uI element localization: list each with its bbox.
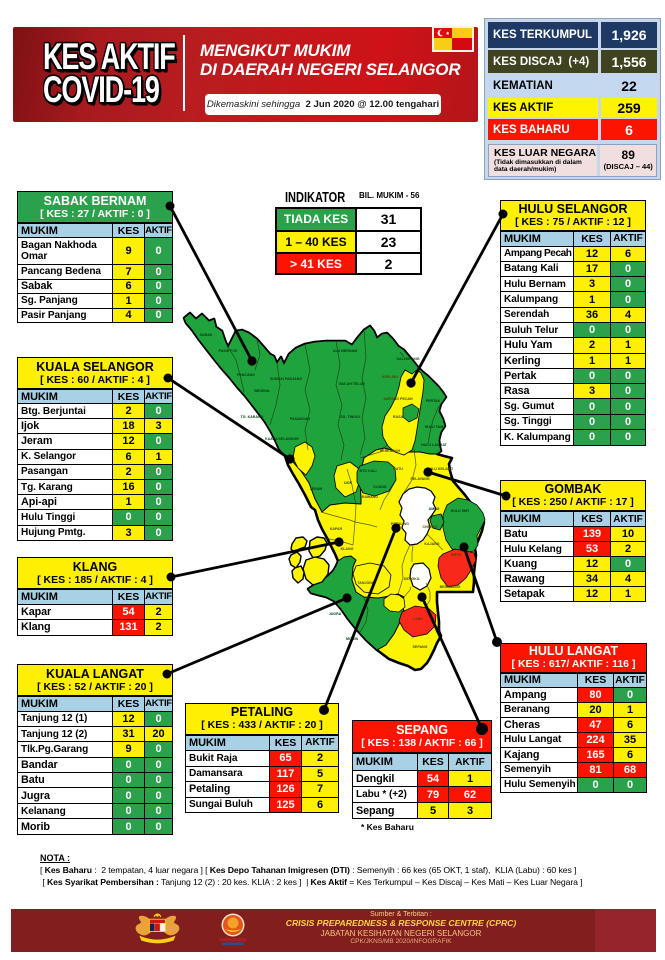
svg-text:PASANGAN: PASANGAN	[290, 417, 311, 421]
svg-text:SEPANG: SEPANG	[413, 645, 428, 649]
svg-text:BEDENA: BEDENA	[254, 389, 270, 393]
svg-text:RASA: RASA	[393, 415, 404, 419]
svg-text:ULU BERNAM: ULU BERNAM	[333, 349, 357, 353]
svg-text:BULUH TELUR: BULUH TELUR	[339, 382, 365, 386]
svg-text:SG. TINGGI: SG. TINGGI	[340, 415, 360, 419]
svg-text:LABU: LABU	[413, 617, 423, 621]
svg-text:HULU LANGAT: HULU LANGAT	[421, 443, 447, 447]
svg-text:BTG KALI: BTG KALI	[360, 469, 377, 473]
svg-text:HULU YAM: HULU YAM	[425, 425, 444, 429]
svg-text:JUGRA: JUGRA	[329, 612, 342, 616]
svg-text:PETALING: PETALING	[391, 522, 409, 526]
svg-text:BATU: BATU	[393, 467, 403, 471]
svg-text:KUANG: KUANG	[373, 485, 386, 489]
svg-text:SMYH: SMYH	[451, 553, 462, 557]
svg-text:SUNGAI PANJANG: SUNGAI PANJANG	[270, 377, 302, 381]
svg-text:TG. KARANG: TG. KARANG	[241, 415, 264, 419]
svg-text:BERANANG: BERANANG	[440, 585, 461, 589]
svg-text:CHERAS: CHERAS	[422, 525, 438, 529]
svg-text:SERENDAH: SERENDAH	[380, 449, 401, 453]
svg-text:KERLING: KERLING	[382, 375, 398, 379]
svg-text:HULU KELANG: HULU KELANG	[427, 467, 453, 471]
svg-text:SABAK: SABAK	[200, 333, 213, 337]
svg-text:KLANG: KLANG	[341, 547, 354, 551]
svg-text:JERAM: JERAM	[310, 487, 323, 491]
svg-text:AMPANG PECAH: AMPANG PECAH	[383, 397, 413, 401]
svg-text:SELAYANG: SELAYANG	[410, 477, 430, 481]
svg-text:PASIR PJG: PASIR PJG	[219, 349, 238, 353]
svg-text:PANCANG: PANCANG	[237, 373, 255, 377]
svg-text:RAWANG: RAWANG	[362, 495, 378, 499]
svg-text:DENGKIL: DENGKIL	[404, 577, 421, 581]
svg-text:PERTAK: PERTAK	[426, 399, 441, 403]
svg-text:KUALA SELANGOR: KUALA SELANGOR	[265, 437, 299, 441]
svg-text:AMPG: AMPG	[429, 507, 440, 511]
svg-text:KALUMPANG: KALUMPANG	[396, 357, 419, 361]
svg-text:IJOK: IJOK	[344, 481, 353, 485]
svg-text:TANJONG: TANJONG	[357, 581, 375, 585]
svg-text:HULU SMY: HULU SMY	[451, 509, 470, 513]
svg-text:KAPAR: KAPAR	[330, 527, 343, 531]
svg-text:KAJANG: KAJANG	[424, 542, 439, 546]
